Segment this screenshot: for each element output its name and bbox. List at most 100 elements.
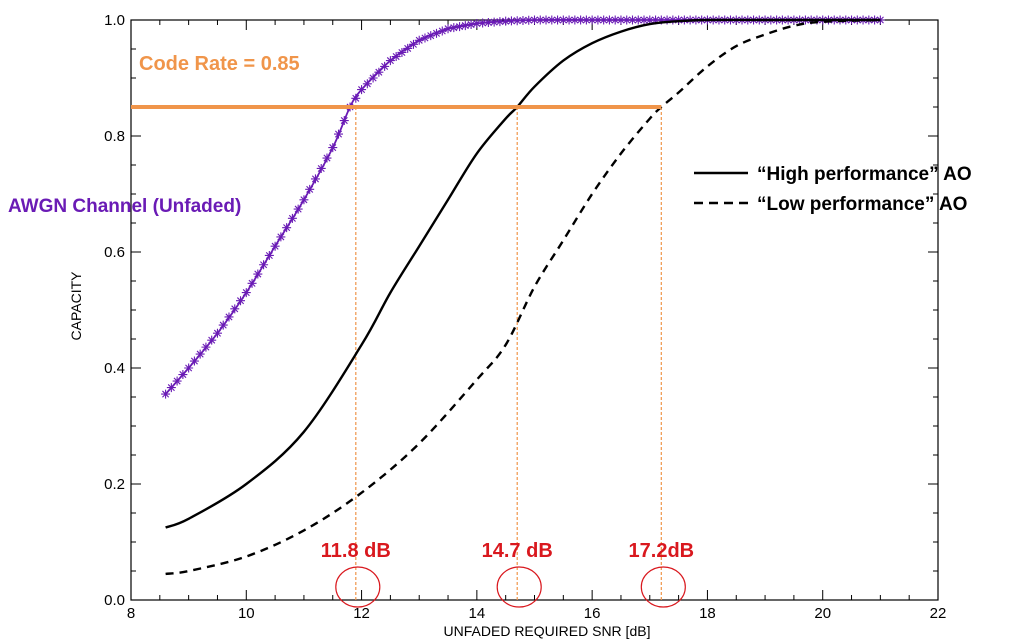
x-tick-label: 18 [699, 605, 716, 622]
awgn-star-marker [576, 15, 586, 25]
awgn-star-marker [287, 213, 297, 223]
awgn-star-marker [259, 260, 269, 270]
awgn-star-marker [207, 335, 217, 345]
awgn-star-marker [178, 370, 188, 380]
awgn-star-marker [501, 16, 511, 26]
awgn-star-marker [483, 18, 493, 28]
awgn-star-marker [212, 328, 222, 338]
awgn-star-marker [662, 15, 672, 25]
awgn-star-marker [668, 15, 678, 25]
awgn-star-marker [270, 241, 280, 251]
awgn-star-marker [564, 15, 574, 25]
x-tick-label: 10 [238, 605, 255, 622]
awgn-star-marker [218, 320, 228, 330]
awgn-star-marker [558, 15, 568, 25]
awgn-star-marker [460, 21, 470, 31]
awgn-star-marker [524, 15, 534, 25]
x-tick-label: 14 [469, 605, 486, 622]
awgn-star-marker [282, 223, 292, 233]
awgn-star-marker [201, 342, 211, 352]
crossing-label-2: 17.2dB [629, 540, 695, 562]
awgn-star-marker [414, 35, 424, 45]
awgn-star-marker [472, 18, 482, 28]
awgn-star-marker [362, 79, 372, 89]
awgn-star-marker [535, 15, 545, 25]
awgn-star-marker [264, 250, 274, 260]
series [161, 15, 885, 600]
awgn-star-marker [247, 278, 257, 288]
awgn-star-marker [518, 15, 528, 25]
awgn-star-marker [161, 389, 171, 399]
awgn-star-marker [599, 15, 609, 25]
awgn-star-marker [322, 153, 332, 163]
awgn-star-marker [432, 28, 442, 38]
y-tick-label: 0.0 [104, 592, 125, 609]
awgn-star-marker [489, 17, 499, 27]
awgn-star-marker [391, 52, 401, 62]
axes: 8 10 12 14 16 18 20 22 0.0 0.2 0.4 0.6 0.8 1.0 [104, 12, 946, 622]
awgn-star-marker [172, 376, 182, 386]
awgn-star-marker [610, 15, 620, 25]
awgn-star-marker [328, 143, 338, 153]
x-tick-label: 20 [814, 605, 831, 622]
y-tick-label: 1.0 [104, 12, 125, 29]
awgn-star-marker [316, 163, 326, 173]
x-tick-label: 12 [353, 605, 370, 622]
crossing-circle-0 [335, 566, 381, 608]
awgn-star-marker [253, 269, 263, 279]
awgn-star-marker [455, 22, 465, 32]
series-line-1 [165, 18, 881, 529]
y-tick-label: 0.2 [104, 476, 125, 493]
annotations: 11.8 dB 14.7 dB 17.2dB [131, 105, 695, 608]
awgn-star-marker [530, 15, 539, 25]
awgn-star-marker [581, 15, 591, 25]
awgn-star-marker [184, 363, 194, 373]
awgn-star-marker [299, 195, 309, 205]
awgn-star-marker [224, 312, 234, 322]
awgn-star-marker [241, 288, 251, 298]
awgn-star-marker [368, 73, 378, 83]
awgn-star-marker [639, 15, 649, 25]
awgn-star-marker [408, 39, 418, 49]
code-rate-label: Code Rate = 0.85 [139, 53, 300, 75]
awgn-star-marker [495, 17, 505, 27]
awgn-star-marker [420, 33, 430, 43]
awgn-star-marker [397, 47, 407, 57]
awgn-star-marker [334, 129, 344, 139]
x-tick-label: 16 [584, 605, 601, 622]
awgn-star-marker [449, 23, 459, 33]
awgn-star-marker [189, 356, 199, 366]
awgn-star-marker [276, 232, 286, 242]
awgn-star-marker [547, 15, 557, 25]
awgn-star-marker [339, 116, 349, 126]
awgn-star-marker [437, 26, 447, 36]
crossing-label-1: 14.7 dB [482, 540, 553, 562]
awgn-star-marker [374, 67, 384, 77]
awgn-star-marker [385, 56, 395, 66]
legend-low-label: “Low performance” AO [757, 194, 967, 215]
x-tick-label: 8 [127, 605, 135, 622]
awgn-label: AWGN Channel (Unfaded) [8, 196, 241, 217]
y-axis-title: CAPACITY [68, 271, 84, 341]
awgn-star-marker [166, 383, 176, 393]
awgn-star-marker [622, 15, 632, 25]
awgn-star-marker [541, 15, 551, 25]
awgn-star-marker [512, 16, 522, 26]
y-tick-label: 0.4 [104, 360, 125, 377]
x-axis-title: UNFADED REQUIRED SNR [dB] [444, 623, 651, 639]
awgn-star-marker [593, 15, 603, 25]
awgn-star-marker [357, 85, 367, 95]
awgn-star-marker [645, 15, 655, 25]
awgn-star-marker [553, 15, 563, 25]
awgn-star-marker [651, 15, 661, 25]
awgn-star-marker [380, 61, 390, 71]
awgn-star-marker [230, 304, 240, 314]
series-line-2 [165, 18, 881, 576]
awgn-star-marker [627, 15, 637, 25]
crossing-label-0: 11.8 dB [321, 540, 391, 562]
y-tick-label: 0.6 [104, 244, 125, 261]
awgn-star-marker [403, 43, 413, 53]
awgn-star-marker [604, 15, 614, 25]
awgn-star-marker [293, 204, 303, 214]
